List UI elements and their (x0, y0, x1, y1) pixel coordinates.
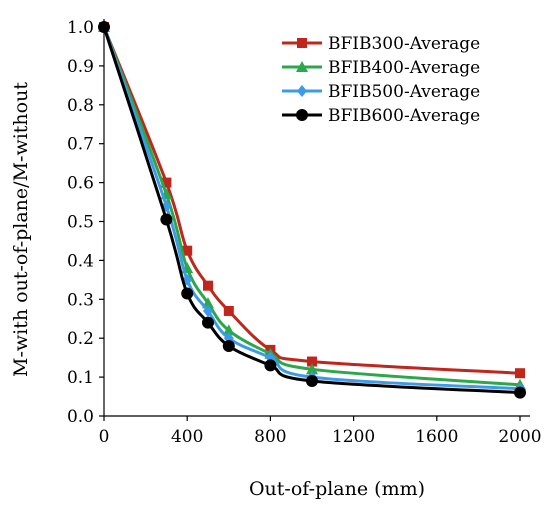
legend-item: BFIB600-Average (282, 106, 480, 126)
y-tick-label: 0.0 (67, 407, 94, 427)
y-tick-label: 0.2 (67, 329, 94, 349)
data-point (98, 21, 110, 33)
x-tick-label: 1600 (415, 427, 458, 447)
legend-item: BFIB300-Average (282, 34, 480, 54)
legend-label: BFIB300-Average (328, 34, 480, 54)
data-point (160, 213, 173, 226)
data-point (223, 305, 234, 316)
y-ticks: 0.0 0.1 0.2 0.3 0.4 0.5 0.6 0.7 0.8 0.9 1.0 (67, 18, 104, 427)
data-point (203, 304, 213, 317)
series-layer (98, 21, 526, 399)
x-tick-label: 800 (254, 427, 286, 447)
legend-item: BFIB400-Average (282, 58, 480, 78)
x-tick-label: 1200 (332, 427, 375, 447)
data-point (306, 374, 318, 387)
y-tick-label: 0.9 (67, 57, 94, 77)
series-line (102, 26, 521, 387)
legend-marker (297, 38, 307, 48)
data-point (222, 339, 235, 352)
legend-label: BFIB400-Average (328, 58, 480, 78)
data-point (515, 368, 525, 379)
x-ticks: 0 400 800 1200 1600 2000 (99, 416, 542, 447)
x-tick-label: 0 (99, 427, 110, 447)
legend-marker (296, 109, 308, 121)
series-BFIB600-Average (98, 21, 526, 399)
y-tick-label: 1.0 (67, 18, 94, 38)
x-axis-title: Out-of-plane (mm) (249, 478, 425, 500)
data-point (306, 363, 318, 375)
legend-label: BFIB500-Average (328, 82, 480, 102)
y-tick-label: 0.5 (67, 213, 94, 233)
data-point (181, 287, 194, 300)
legend-marker (297, 85, 307, 97)
legend-item: BFIB500-Average (282, 82, 480, 102)
y-tick-label: 0.6 (67, 174, 94, 194)
data-point (222, 324, 235, 336)
axes: 0 400 800 1200 1600 2000 0.00.10.20.30.40.50.… (67, 18, 542, 447)
data-point (161, 177, 172, 188)
data-point (202, 316, 214, 329)
y-tick-label: 0.3 (67, 290, 94, 310)
series-line (102, 26, 521, 395)
data-point (264, 359, 277, 372)
legend-marker (296, 61, 308, 72)
data-point (514, 386, 526, 399)
x-tick-label: 400 (171, 427, 203, 447)
y-tick-label: 0.4 (67, 251, 94, 271)
y-tick-label: 0.1 (67, 368, 94, 388)
y-axis-title: M-with out-of-plane/M-without (10, 82, 32, 377)
data-point (203, 280, 213, 291)
y-tick-label: 0.8 (67, 96, 94, 116)
legend: BFIB300-Average BFIB400-Average BFIB500-Av… (282, 34, 480, 126)
legend-label: BFIB600-Average (328, 106, 480, 126)
series-line (102, 26, 521, 391)
data-point (182, 245, 193, 256)
y-tick-label: 0.7 (67, 135, 94, 155)
data-point (307, 356, 317, 367)
x-tick-label: 2000 (498, 427, 541, 447)
